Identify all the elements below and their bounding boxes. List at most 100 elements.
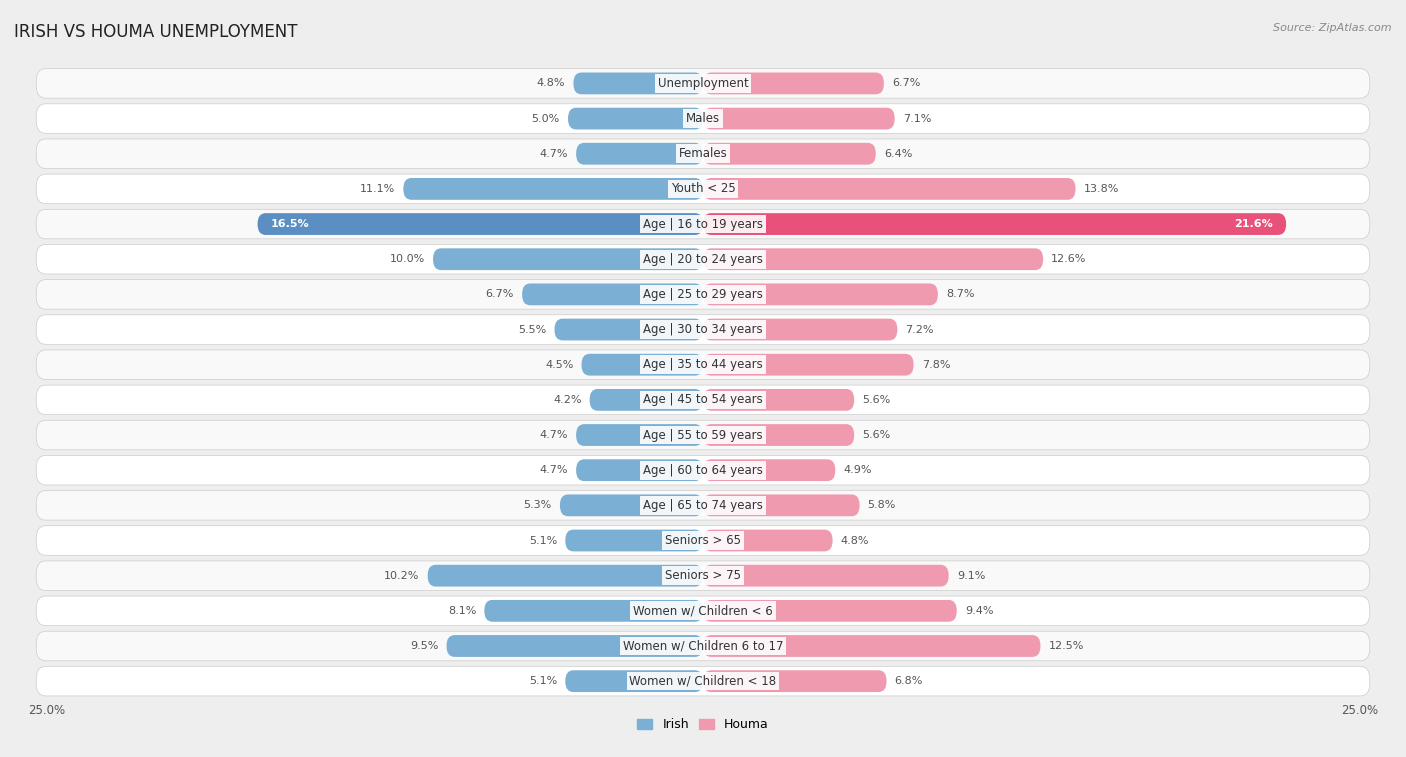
Text: 9.4%: 9.4% (965, 606, 994, 616)
Text: 7.1%: 7.1% (903, 114, 931, 123)
Text: 5.5%: 5.5% (519, 325, 547, 335)
Text: Age | 16 to 19 years: Age | 16 to 19 years (643, 217, 763, 231)
Text: Age | 65 to 74 years: Age | 65 to 74 years (643, 499, 763, 512)
FancyBboxPatch shape (589, 389, 703, 411)
FancyBboxPatch shape (37, 209, 1369, 238)
FancyBboxPatch shape (703, 389, 855, 411)
Text: 7.2%: 7.2% (905, 325, 934, 335)
Text: Unemployment: Unemployment (658, 77, 748, 90)
Text: 9.1%: 9.1% (956, 571, 986, 581)
FancyBboxPatch shape (703, 494, 859, 516)
Text: 11.1%: 11.1% (360, 184, 395, 194)
FancyBboxPatch shape (703, 178, 1076, 200)
FancyBboxPatch shape (447, 635, 703, 657)
Text: 5.6%: 5.6% (862, 430, 890, 440)
Text: 5.3%: 5.3% (523, 500, 551, 510)
FancyBboxPatch shape (484, 600, 703, 621)
FancyBboxPatch shape (37, 279, 1369, 309)
Text: 6.7%: 6.7% (891, 79, 921, 89)
Text: 5.1%: 5.1% (529, 676, 557, 686)
FancyBboxPatch shape (703, 600, 956, 621)
FancyBboxPatch shape (37, 561, 1369, 590)
FancyBboxPatch shape (37, 631, 1369, 661)
Text: 7.8%: 7.8% (922, 360, 950, 369)
Text: 4.5%: 4.5% (546, 360, 574, 369)
FancyBboxPatch shape (703, 354, 914, 375)
FancyBboxPatch shape (37, 596, 1369, 625)
FancyBboxPatch shape (703, 424, 855, 446)
Text: Age | 35 to 44 years: Age | 35 to 44 years (643, 358, 763, 371)
Text: 8.1%: 8.1% (449, 606, 477, 616)
Text: 9.5%: 9.5% (411, 641, 439, 651)
Text: 12.6%: 12.6% (1052, 254, 1087, 264)
FancyBboxPatch shape (37, 174, 1369, 204)
FancyBboxPatch shape (703, 143, 876, 164)
Text: Seniors > 75: Seniors > 75 (665, 569, 741, 582)
Text: Youth < 25: Youth < 25 (671, 182, 735, 195)
FancyBboxPatch shape (703, 283, 938, 305)
FancyBboxPatch shape (582, 354, 703, 375)
FancyBboxPatch shape (37, 315, 1369, 344)
Text: 10.0%: 10.0% (389, 254, 425, 264)
Text: 13.8%: 13.8% (1084, 184, 1119, 194)
Text: Women w/ Children 6 to 17: Women w/ Children 6 to 17 (623, 640, 783, 653)
FancyBboxPatch shape (37, 245, 1369, 274)
FancyBboxPatch shape (554, 319, 703, 341)
FancyBboxPatch shape (560, 494, 703, 516)
Text: 5.6%: 5.6% (862, 395, 890, 405)
Text: Age | 55 to 59 years: Age | 55 to 59 years (643, 428, 763, 441)
Text: Age | 45 to 54 years: Age | 45 to 54 years (643, 394, 763, 407)
Text: Women w/ Children < 18: Women w/ Children < 18 (630, 674, 776, 687)
Text: 25.0%: 25.0% (28, 704, 65, 717)
FancyBboxPatch shape (37, 69, 1369, 98)
FancyBboxPatch shape (404, 178, 703, 200)
Text: 8.7%: 8.7% (946, 289, 974, 299)
FancyBboxPatch shape (703, 213, 1286, 235)
FancyBboxPatch shape (703, 319, 897, 341)
FancyBboxPatch shape (433, 248, 703, 270)
Text: Source: ZipAtlas.com: Source: ZipAtlas.com (1274, 23, 1392, 33)
FancyBboxPatch shape (703, 530, 832, 551)
Text: Males: Males (686, 112, 720, 125)
FancyBboxPatch shape (37, 385, 1369, 415)
FancyBboxPatch shape (257, 213, 703, 235)
Text: 4.7%: 4.7% (540, 466, 568, 475)
Text: 5.1%: 5.1% (529, 535, 557, 546)
FancyBboxPatch shape (37, 666, 1369, 696)
FancyBboxPatch shape (703, 635, 1040, 657)
FancyBboxPatch shape (576, 459, 703, 481)
FancyBboxPatch shape (37, 350, 1369, 379)
FancyBboxPatch shape (703, 670, 887, 692)
FancyBboxPatch shape (522, 283, 703, 305)
Text: 5.0%: 5.0% (531, 114, 560, 123)
FancyBboxPatch shape (37, 139, 1369, 169)
Text: 5.8%: 5.8% (868, 500, 896, 510)
Text: 4.9%: 4.9% (844, 466, 872, 475)
FancyBboxPatch shape (703, 459, 835, 481)
FancyBboxPatch shape (37, 526, 1369, 556)
Text: Age | 20 to 24 years: Age | 20 to 24 years (643, 253, 763, 266)
FancyBboxPatch shape (703, 107, 894, 129)
FancyBboxPatch shape (703, 565, 949, 587)
FancyBboxPatch shape (37, 104, 1369, 133)
Text: 4.7%: 4.7% (540, 148, 568, 159)
Text: 21.6%: 21.6% (1234, 219, 1272, 229)
Text: 4.2%: 4.2% (553, 395, 582, 405)
Text: 4.8%: 4.8% (841, 535, 869, 546)
Text: 16.5%: 16.5% (271, 219, 309, 229)
Text: Seniors > 65: Seniors > 65 (665, 534, 741, 547)
FancyBboxPatch shape (37, 491, 1369, 520)
FancyBboxPatch shape (574, 73, 703, 95)
FancyBboxPatch shape (565, 670, 703, 692)
FancyBboxPatch shape (576, 143, 703, 164)
Text: Age | 60 to 64 years: Age | 60 to 64 years (643, 464, 763, 477)
Text: 12.5%: 12.5% (1049, 641, 1084, 651)
Text: Women w/ Children < 6: Women w/ Children < 6 (633, 604, 773, 617)
FancyBboxPatch shape (703, 73, 884, 95)
Text: Age | 25 to 29 years: Age | 25 to 29 years (643, 288, 763, 301)
FancyBboxPatch shape (703, 248, 1043, 270)
Text: 4.7%: 4.7% (540, 430, 568, 440)
FancyBboxPatch shape (565, 530, 703, 551)
Text: 25.0%: 25.0% (1341, 704, 1378, 717)
Legend: Irish, Houma: Irish, Houma (633, 713, 773, 737)
